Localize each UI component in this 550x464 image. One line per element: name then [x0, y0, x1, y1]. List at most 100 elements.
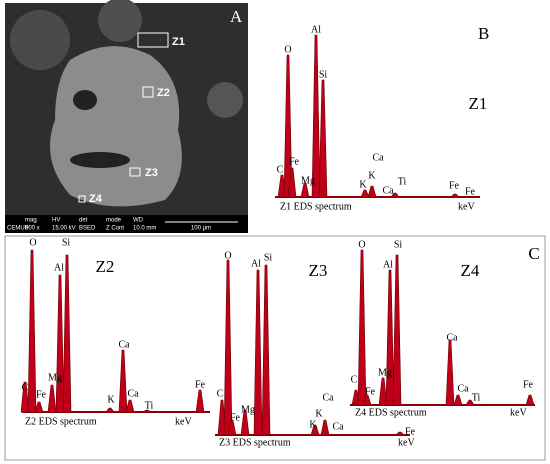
spectrum-title: Z2	[96, 257, 115, 276]
pore	[70, 152, 130, 168]
info-key: mag	[25, 218, 37, 224]
zone-label: Z4	[89, 193, 103, 205]
element-label: Ca	[127, 388, 139, 399]
element-label: Ca	[457, 383, 469, 394]
element-label: Mg	[241, 404, 255, 415]
peak	[62, 254, 72, 413]
element-label: Ca	[118, 339, 130, 350]
peak	[27, 249, 37, 413]
element-label: Si	[319, 69, 328, 80]
element-label: Ti	[398, 176, 407, 187]
peak	[310, 424, 320, 436]
spectrum-caption: Z4 EDS spectrum	[355, 407, 427, 418]
panel-label: B	[478, 24, 489, 43]
info-key: mode	[106, 218, 122, 224]
element-label: C	[217, 388, 224, 399]
zone-box	[137, 32, 169, 48]
info-value: BSED	[79, 226, 96, 232]
element-label: Ca	[446, 332, 458, 343]
zone-label: Z3	[145, 167, 158, 179]
zone-label: Z1	[172, 36, 185, 48]
element-label: Mg	[378, 367, 392, 378]
unit-label: keV	[175, 416, 192, 427]
particle	[207, 82, 243, 118]
peak	[318, 79, 328, 198]
peak	[378, 377, 388, 406]
info-value: 600 x	[25, 226, 40, 232]
peak	[142, 409, 152, 413]
element-label: C	[351, 374, 358, 385]
element-label: Si	[62, 237, 71, 248]
peak	[445, 339, 455, 406]
peak	[55, 274, 65, 413]
peak	[357, 249, 367, 406]
peak	[105, 407, 115, 413]
peak	[367, 185, 377, 198]
peak	[261, 264, 271, 436]
element-label: Al	[54, 262, 64, 273]
peak	[118, 349, 128, 413]
logo: CEMUP	[7, 226, 29, 232]
info-bar	[5, 215, 248, 233]
element-label: Al	[251, 258, 261, 269]
peak	[395, 431, 405, 436]
spectrum-title: Z3	[309, 261, 328, 280]
panel-frame	[4, 235, 546, 461]
element-label: Fe	[449, 180, 460, 191]
peak	[311, 34, 321, 198]
peak	[223, 259, 233, 436]
peak	[125, 399, 135, 413]
element-label: Fe	[195, 379, 206, 390]
peak	[240, 409, 250, 436]
element-label: Ti	[145, 400, 154, 411]
peak	[320, 419, 330, 436]
element-label: K	[368, 170, 376, 181]
element-label: Ca	[332, 421, 344, 432]
spectrum-caption: Z2 EDS spectrum	[25, 416, 97, 427]
info-value: Z Cont	[106, 226, 124, 232]
particle	[98, 0, 142, 42]
element-label: K	[309, 419, 317, 430]
element-label: O	[224, 250, 231, 261]
element-label: Fe	[523, 379, 534, 390]
unit-label: keV	[398, 437, 415, 448]
peak	[195, 389, 205, 413]
peak	[392, 254, 402, 406]
element-label: K	[359, 179, 367, 190]
element-label: K	[107, 394, 115, 405]
info-key: det	[79, 218, 88, 224]
element-label: Ca	[372, 152, 384, 163]
peak	[227, 419, 237, 436]
element-label: O	[284, 44, 291, 55]
particle	[10, 10, 70, 70]
info-key: WD	[133, 218, 144, 224]
peak	[385, 269, 395, 406]
element-label: Ca	[322, 392, 334, 403]
peak	[287, 167, 297, 198]
panel-label: C	[528, 244, 539, 263]
panel-label: A	[230, 7, 243, 26]
element-label: Mg	[48, 372, 62, 383]
peak	[465, 399, 475, 406]
pore	[73, 90, 97, 110]
spectrum-title: Z1	[469, 94, 488, 113]
scale-label: 100 μm	[191, 226, 211, 232]
element-label: Mg	[301, 175, 315, 186]
info-key: HV	[52, 218, 60, 224]
element-label: C	[277, 164, 284, 175]
peak	[390, 192, 400, 198]
info-value: 15.00 kV	[52, 226, 76, 232]
info-value: 10.0 mm	[133, 226, 156, 232]
element-label: Si	[394, 239, 403, 250]
peak	[360, 189, 370, 198]
peak	[20, 381, 30, 413]
element-label: K	[315, 408, 323, 419]
element-label: Fe	[405, 426, 416, 437]
element-label: Fe	[36, 389, 47, 400]
unit-label: keV	[458, 201, 475, 212]
element-label: Al	[383, 259, 393, 270]
peak	[362, 394, 372, 406]
spectrum-caption: Z3 EDS spectrum	[219, 437, 291, 448]
unit-label: keV	[510, 407, 527, 418]
